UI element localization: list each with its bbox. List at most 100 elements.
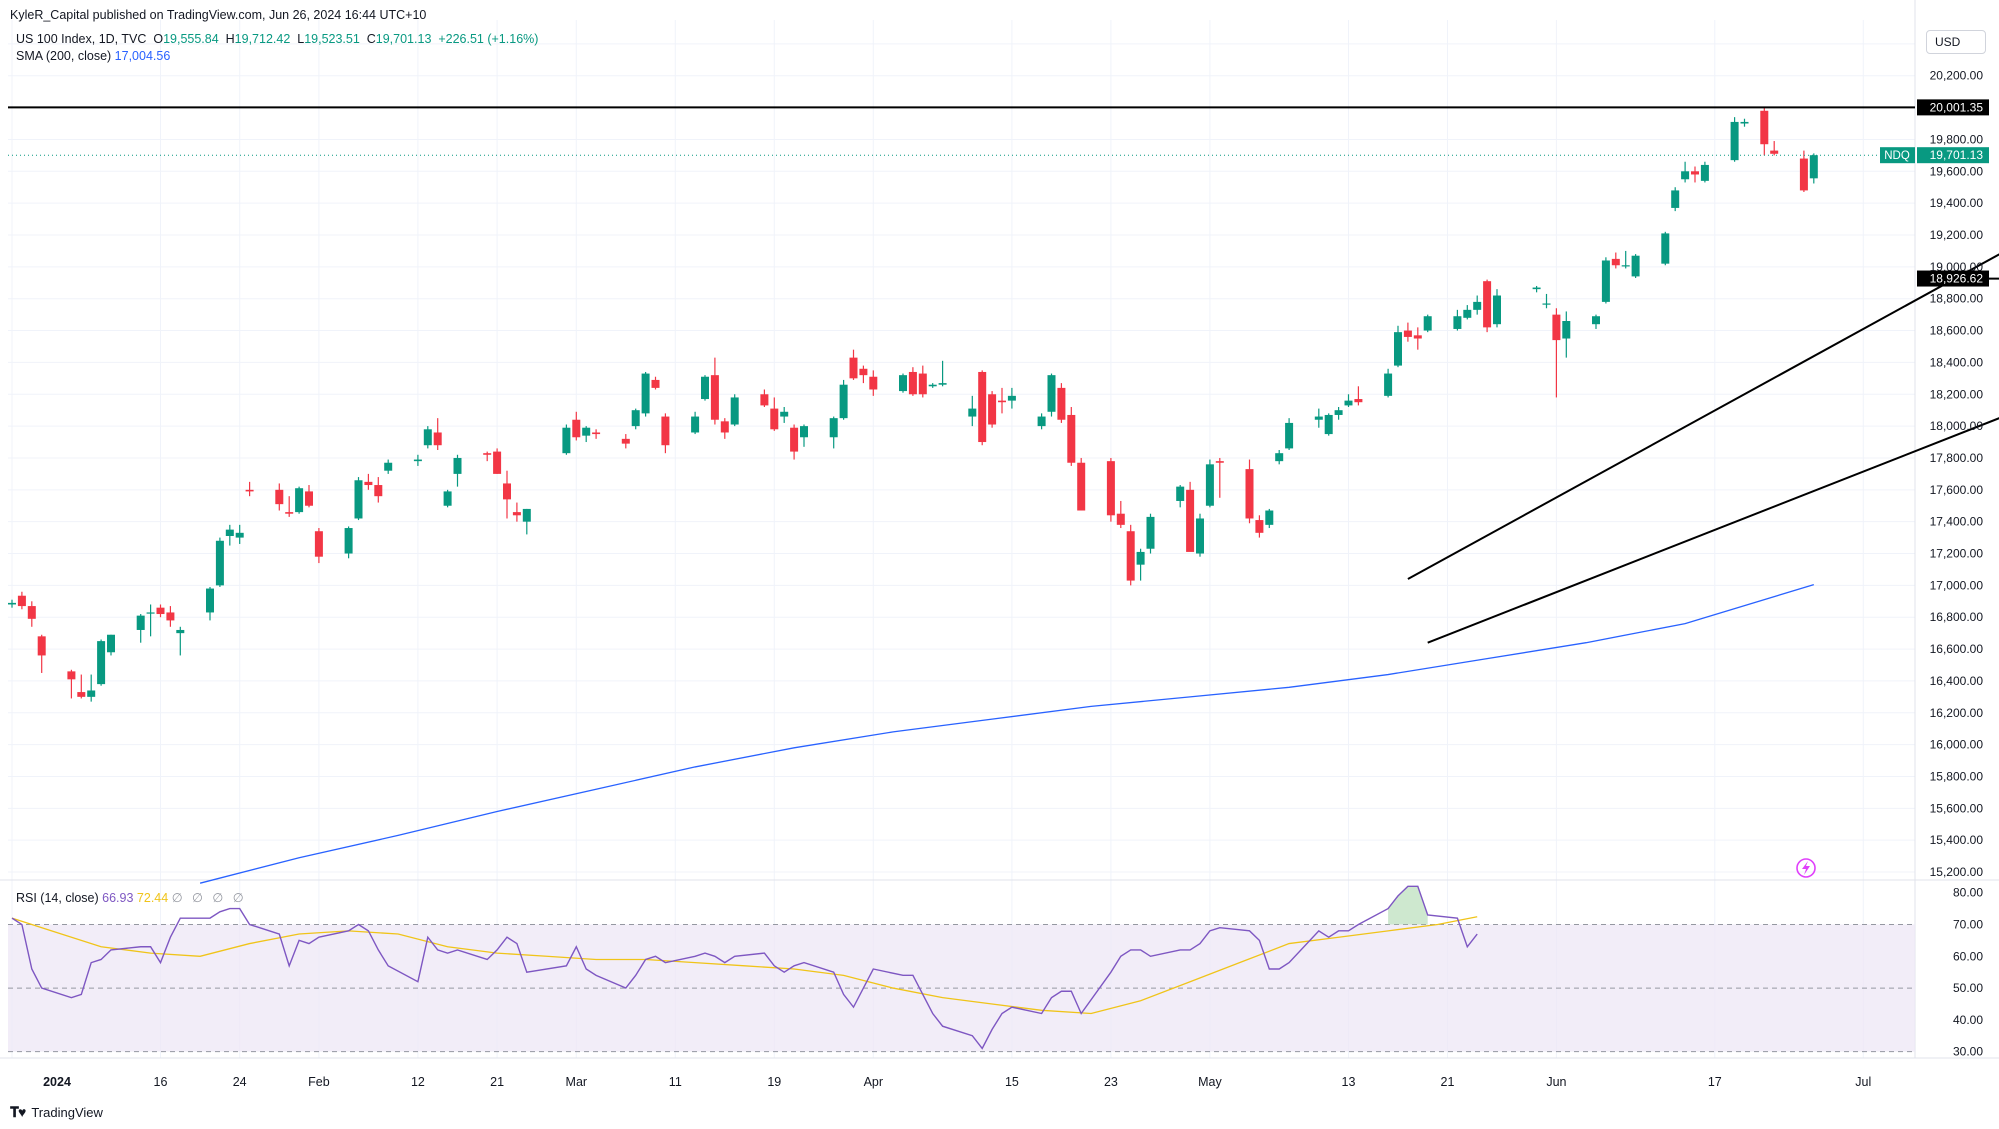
candle-up	[1423, 314, 1432, 333]
date-tick-label: 21	[1441, 1075, 1455, 1089]
candle-up	[1631, 254, 1640, 278]
candle-up	[344, 526, 353, 559]
candle-up	[1601, 257, 1610, 304]
candle-down	[760, 389, 769, 407]
candle-body	[1770, 150, 1779, 154]
candle-body	[1186, 489, 1195, 552]
candle-body	[1077, 462, 1086, 511]
candle-down	[1126, 524, 1135, 586]
candle-body	[295, 488, 304, 513]
candle-down	[621, 434, 630, 449]
low-value: 19,523.51	[304, 32, 360, 46]
candle-body	[206, 588, 214, 613]
candle-up	[206, 586, 214, 621]
candle-up	[1661, 231, 1670, 266]
candle-body	[1196, 518, 1204, 554]
candle-up	[730, 394, 739, 427]
date-tick-label: Apr	[864, 1075, 883, 1089]
candle-body	[978, 371, 987, 443]
candle-up	[780, 407, 789, 423]
candle-down	[433, 418, 442, 450]
price-tick-label: 16,600.00	[1930, 642, 1984, 656]
price-tick-label: 19,000.00	[1930, 260, 1984, 274]
candle-body	[1592, 316, 1600, 325]
candle-body	[691, 416, 700, 433]
symbol-legend[interactable]: US 100 Index, 1D, TVC O19,555.84 H19,712…	[16, 32, 538, 46]
candle-down	[275, 483, 284, 511]
candle-down	[17, 591, 26, 610]
price-tick-label: 16,400.00	[1930, 674, 1984, 688]
tradingview-logo[interactable]: 𝐓♥ TradingView	[10, 1104, 103, 1121]
candle-body	[1126, 531, 1135, 581]
candle-up	[1334, 407, 1343, 420]
candle-body	[780, 411, 789, 417]
candle-body	[1423, 316, 1432, 331]
candle-up	[829, 416, 838, 449]
currency-button[interactable]: USD	[1926, 30, 1986, 54]
sma-label: SMA (200, close)	[16, 49, 112, 63]
date-tick-label: 19	[767, 1075, 781, 1089]
candle-body	[582, 427, 591, 436]
candle-down	[493, 448, 502, 474]
sma-200-line	[199, 584, 1814, 884]
rsi-legend[interactable]: RSI (14, close) 66.93 72.44 ∅ ∅ ∅ ∅	[16, 890, 247, 905]
lightning-icon	[1796, 858, 1816, 878]
publisher-line: KyleR_Capital published on TradingView.c…	[10, 8, 427, 22]
candle-body	[701, 376, 709, 400]
candle-down	[1691, 166, 1699, 183]
date-tick-label: 24	[233, 1075, 247, 1089]
date-tick-label: 17	[1708, 1075, 1722, 1089]
candle-down	[988, 391, 997, 428]
candle-body	[1671, 190, 1680, 208]
candle-body	[1681, 171, 1690, 180]
candle-down	[156, 604, 165, 618]
candle-body	[720, 421, 729, 433]
candle-down	[1255, 515, 1264, 538]
date-tick-label: 12	[411, 1075, 425, 1089]
candle-body	[354, 480, 363, 519]
candle-body	[1067, 414, 1076, 463]
level-price-box	[1917, 99, 1989, 116]
trendline-channel-lower	[1427, 417, 1999, 644]
level-price-box	[1917, 270, 1989, 287]
candle-body	[1691, 171, 1699, 175]
date-tick-label: 11	[669, 1075, 682, 1089]
date-tick-label: Mar	[566, 1075, 588, 1089]
symbol-name: US 100 Index, 1D, TVC	[16, 32, 147, 46]
candle-body	[17, 595, 26, 607]
candle-body	[760, 394, 769, 406]
candle-up	[136, 614, 145, 643]
candle-up	[1700, 161, 1709, 183]
candle-up	[1394, 325, 1402, 368]
symbol-tag-label: NDQ	[1884, 150, 1910, 162]
candle-down	[859, 365, 868, 384]
candle-body	[1324, 414, 1333, 435]
candle-body	[77, 692, 86, 697]
rsi-tick-label: 40.00	[1953, 1013, 1983, 1027]
candle-up	[354, 477, 363, 521]
candle-up	[384, 459, 393, 474]
candle-body	[374, 485, 383, 497]
price-tick-label: 18,600.00	[1930, 324, 1984, 338]
candle-down	[166, 606, 175, 627]
sma-legend[interactable]: SMA (200, close) 17,004.56	[16, 49, 170, 63]
candle-body	[215, 540, 224, 586]
candle-down	[245, 481, 254, 497]
price-tick-label: 15,200.00	[1930, 865, 1984, 879]
candle-body	[503, 483, 511, 500]
candle-up	[1730, 117, 1739, 162]
candle-down	[1552, 308, 1561, 398]
rsi-tick-label: 70.00	[1953, 918, 1983, 932]
candle-body	[938, 383, 947, 385]
candle-down	[305, 485, 313, 508]
candle-body	[1463, 309, 1472, 318]
lightning-icon-bolt	[1802, 861, 1810, 875]
candle-body	[1146, 516, 1155, 549]
candle-up	[8, 599, 16, 608]
candle-up	[691, 411, 700, 435]
change-value: +226.51 (+1.16%)	[438, 32, 539, 46]
candle-body	[562, 427, 571, 454]
candle-up	[87, 674, 96, 702]
candle-up	[899, 373, 907, 393]
